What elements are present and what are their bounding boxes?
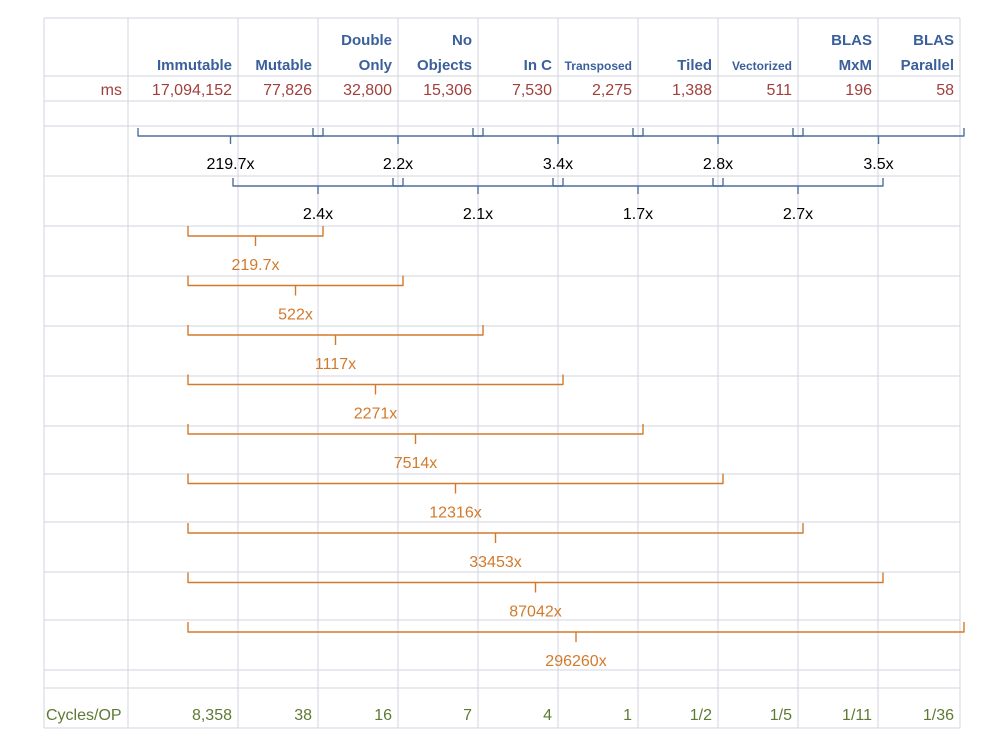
pairwise-speedup-label: 2.1x	[463, 206, 493, 223]
cumulative-bracket	[187, 572, 884, 593]
pairwise-speedup-label: 1.7x	[623, 206, 653, 223]
cycles-value: 1/2	[690, 707, 712, 724]
cycles-value: 1	[623, 707, 632, 724]
pairwise-speedup-label: 219.7x	[206, 156, 254, 173]
cycles-value: 1/5	[770, 707, 792, 724]
column-header: Only	[359, 57, 393, 74]
ms-value: 58	[936, 82, 954, 99]
cycles-value: 1/11	[842, 707, 872, 724]
cycles-value: 1/36	[923, 707, 954, 724]
column-header-line1: Double	[341, 32, 392, 49]
cumulative-bracket	[187, 523, 804, 543]
ms-row-label: ms	[101, 82, 122, 99]
pairwise-speedup-label: 3.4x	[543, 156, 573, 173]
cycles-value: 7	[463, 707, 472, 724]
column-header: Mutable	[255, 57, 312, 74]
cycles-value: 8,358	[192, 707, 232, 724]
ms-value: 511	[766, 82, 792, 99]
cumulative-bracket	[187, 325, 484, 345]
pairwise-speedup-label: 2.7x	[783, 206, 813, 223]
cumulative-bracket	[187, 226, 324, 246]
pairwise-bracket	[137, 128, 324, 144]
ms-value: 1,388	[672, 82, 712, 99]
cycles-value: 4	[543, 707, 552, 724]
column-header-line1: No	[452, 32, 472, 49]
cumulative-speedup-label: 12316x	[429, 505, 482, 522]
ms-value: 32,800	[343, 82, 392, 99]
column-header: MxM	[839, 57, 872, 74]
cumulative-bracket	[187, 374, 564, 395]
ms-value: 196	[845, 82, 872, 99]
column-header: Transposed	[565, 59, 632, 73]
cumulative-speedup-label: 2271x	[354, 406, 398, 423]
pairwise-bracket	[792, 128, 965, 144]
pairwise-speedup-label: 2.4x	[303, 206, 333, 223]
column-header: Parallel	[901, 57, 954, 74]
ms-value: 17,094,152	[152, 82, 232, 99]
cumulative-speedup-label: 219.7x	[231, 257, 279, 274]
cumulative-bracket	[187, 275, 404, 296]
cumulative-speedup-label: 296260x	[545, 653, 606, 670]
column-header: In C	[524, 57, 552, 74]
cycles-value: 16	[374, 707, 392, 724]
ms-value: 2,275	[592, 82, 632, 99]
column-header: Vectorized	[732, 59, 792, 73]
pairwise-speedup-label: 2.2x	[383, 156, 413, 173]
column-header: Tiled	[677, 57, 712, 74]
pairwise-bracket	[712, 178, 884, 194]
sheet-grid	[43, 17, 961, 729]
cycles-row-label: Cycles/OP	[46, 707, 122, 724]
cumulative-speedup-label: 522x	[278, 307, 313, 324]
cumulative-speedup-label: 1117x	[315, 356, 356, 373]
cumulative-bracket	[187, 473, 724, 494]
cumulative-bracket	[187, 622, 965, 642]
cumulative-bracket	[187, 424, 644, 444]
cumulative-speedup-label: 87042x	[509, 604, 562, 621]
column-header: Objects	[417, 57, 472, 74]
column-header-line1: BLAS	[831, 32, 872, 49]
cumulative-speedup-label: 7514x	[394, 455, 438, 472]
pairwise-speedup-label: 3.5x	[863, 156, 893, 173]
pairwise-speedup-label: 2.8x	[703, 156, 733, 173]
ms-value: 7,530	[512, 82, 552, 99]
ms-value: 15,306	[423, 82, 472, 99]
cumulative-speedup-label: 33453x	[469, 554, 522, 571]
column-header: Immutable	[157, 57, 232, 74]
column-header-line1: BLAS	[913, 32, 954, 49]
cycles-value: 38	[294, 707, 312, 724]
ms-value: 77,826	[263, 82, 312, 99]
